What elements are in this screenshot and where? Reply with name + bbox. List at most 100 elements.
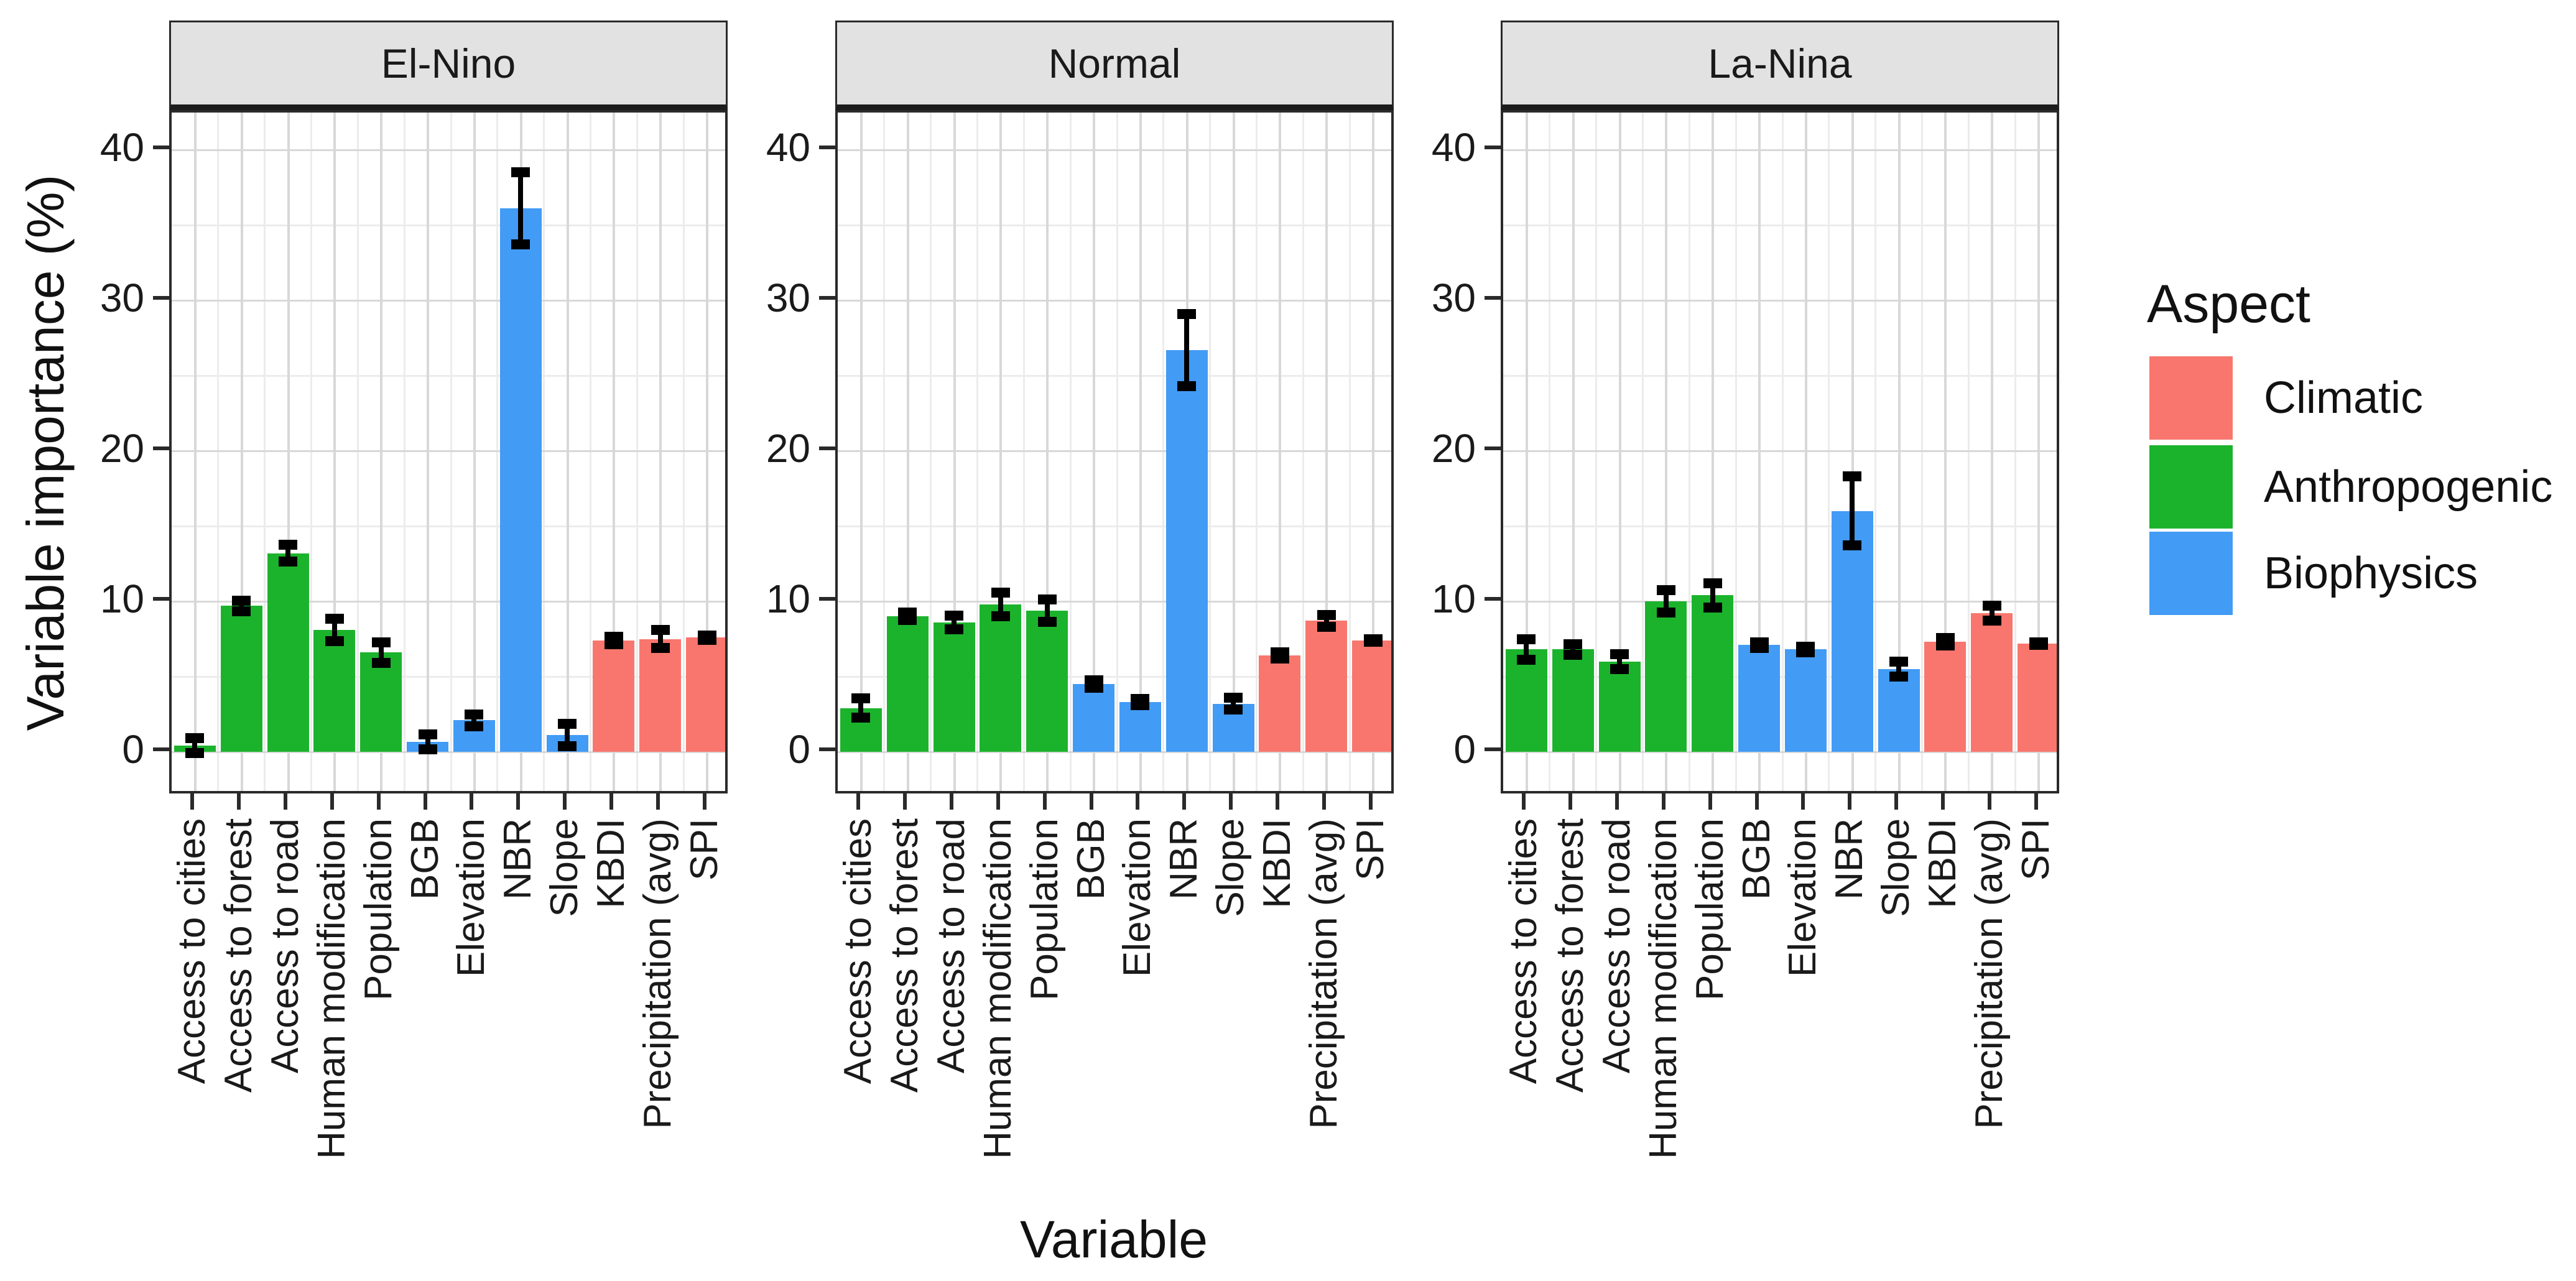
error-bar-cap-top <box>1317 609 1336 620</box>
x-tick-label: NBR <box>1162 818 1205 900</box>
x-tick-label: KBDI <box>590 818 632 909</box>
x-tick-label: Slope <box>543 818 586 917</box>
gridline-major-h <box>1503 300 2057 302</box>
error-bar-cap-bottom <box>1564 649 1582 660</box>
error-bar-cap-bottom <box>698 634 716 645</box>
gridline-major-v <box>1325 113 1328 791</box>
error-bar-cap-bottom <box>1750 642 1769 653</box>
bar-precipitation-avg- <box>639 639 681 752</box>
x-tick-label: Access to cities <box>836 818 879 1084</box>
bar-access-to-cities <box>1506 649 1547 752</box>
error-bar-cap-bottom <box>898 615 917 626</box>
error-bar-cap-top <box>279 540 297 550</box>
error-bar-cap-bottom <box>1085 682 1103 693</box>
gridline-minor-h <box>1503 525 2057 527</box>
error-bar-cap-bottom <box>1936 640 1955 651</box>
error-bar-line <box>1231 695 1236 713</box>
error-bar-cap-bottom <box>1131 700 1149 710</box>
error-bar-line <box>858 695 863 721</box>
y-tick-mark <box>819 446 835 450</box>
error-bar-cap-bottom <box>372 658 391 668</box>
error-bar-line <box>192 735 197 757</box>
facet-strip: El-Nino <box>169 21 728 110</box>
y-tick-mark <box>1485 146 1501 149</box>
x-tick-label: Access to road <box>1595 818 1638 1074</box>
gridline-major-v <box>1805 113 1807 791</box>
error-bar-line <box>1850 473 1855 549</box>
error-bar-cap-top <box>232 595 251 606</box>
error-bar-cap-top <box>1889 656 1908 667</box>
error-bar-cap-bottom <box>1843 540 1861 551</box>
error-bar-line <box>1710 580 1715 611</box>
gridline-major-v <box>659 113 662 791</box>
gridline-major-v <box>999 113 1002 791</box>
x-tick-mark <box>190 793 194 810</box>
bar-human-modification <box>313 629 355 752</box>
gridline-major-h <box>1503 601 2057 603</box>
plot-area <box>835 110 1394 793</box>
error-bar-cap-bottom <box>419 744 437 755</box>
bar-access-to-forest <box>887 616 929 752</box>
error-bar-cap-top <box>1610 649 1629 659</box>
x-tick-label: BGB <box>1735 818 1778 900</box>
gridline-major-v <box>1526 113 1528 791</box>
gridline-major-v <box>380 113 382 791</box>
y-tick-label: 30 <box>100 275 144 320</box>
gridline-major-v <box>194 113 197 791</box>
gridline-major-h <box>1503 450 2057 452</box>
error-bar-cap-bottom <box>558 741 577 752</box>
error-bar-line <box>658 627 663 651</box>
x-tick-mark <box>1522 793 1526 810</box>
error-bar-cap-bottom <box>1224 705 1243 715</box>
y-tick-label: 10 <box>100 576 144 621</box>
error-bar-line <box>471 711 476 729</box>
gridline-major-v <box>473 113 476 791</box>
facet-title: La-Nina <box>1708 40 1852 86</box>
error-bar-line <box>285 542 290 565</box>
gridline-minor-h <box>838 224 1391 226</box>
gridline-minor-h <box>172 525 725 527</box>
y-tick-label: 20 <box>1431 426 1476 471</box>
error-bar-cap-bottom <box>605 639 623 649</box>
error-bar-cap-bottom <box>1889 671 1908 682</box>
bar-spi <box>686 637 725 752</box>
gridline-minor-h <box>838 525 1391 527</box>
x-tick-mark <box>1043 793 1047 810</box>
bar-access-to-road <box>1599 661 1641 752</box>
bar-population <box>360 652 402 752</box>
gridline-major-v <box>427 113 429 791</box>
x-tick-label: SPI <box>2014 818 2057 881</box>
x-tick-mark <box>470 793 473 810</box>
error-bar-cap-top <box>1657 585 1675 595</box>
error-bar-line <box>1324 611 1329 630</box>
bar-human-modification <box>980 604 1021 752</box>
error-bar-cap-top <box>1517 634 1536 644</box>
gridline-major-h <box>1503 751 2057 753</box>
x-tick-label: Access to forest <box>883 818 926 1093</box>
x-tick-label: SPI <box>683 818 726 881</box>
x-tick-label: Human modification <box>1642 818 1685 1159</box>
error-bar-line <box>1664 587 1669 616</box>
y-tick-label: 40 <box>100 125 144 170</box>
bar-access-to-forest <box>221 606 262 752</box>
gridline-major-v <box>1279 113 1281 791</box>
legend-swatch-climatic <box>2149 356 2233 440</box>
x-tick-mark <box>609 793 613 810</box>
x-tick-mark <box>2034 793 2038 810</box>
x-tick-mark <box>703 793 707 810</box>
plot-area <box>1501 110 2059 793</box>
x-tick-label: NBR <box>1828 818 1871 900</box>
y-tick-mark <box>153 597 169 601</box>
gridline-minor-h <box>172 676 725 678</box>
error-bar-cap-top <box>1224 693 1243 703</box>
gridline-major-h <box>838 149 1391 151</box>
x-tick-mark <box>284 793 287 810</box>
x-tick-mark <box>377 793 381 810</box>
x-tick-label: Population <box>1689 818 1731 1001</box>
gridline-major-h <box>838 300 1391 302</box>
gridline-major-v <box>1233 113 1235 791</box>
gridline-major-v <box>1139 113 1142 791</box>
y-tick-label: 30 <box>766 275 810 320</box>
y-tick-label: 40 <box>766 125 810 170</box>
x-tick-mark <box>1136 793 1139 810</box>
